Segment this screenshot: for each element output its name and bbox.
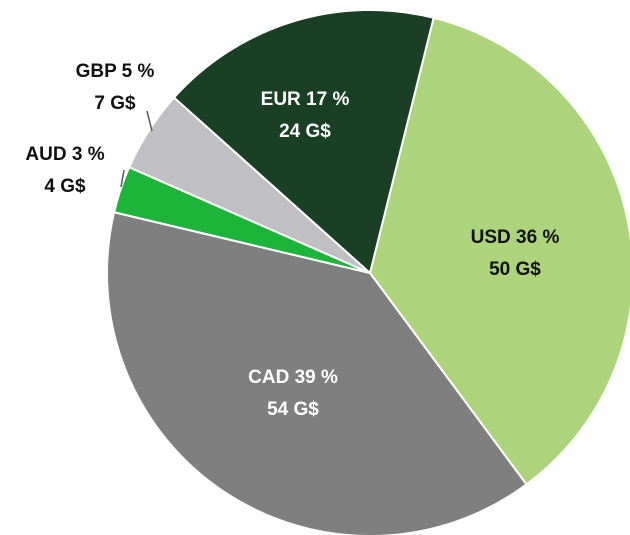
slice-value-label: 54 G$ bbox=[267, 399, 319, 420]
slice-value-label: 7 G$ bbox=[94, 93, 136, 114]
slice-label: CAD 39 % bbox=[248, 367, 338, 388]
slice-label: AUD 3 % bbox=[25, 144, 104, 165]
slice-label: EUR 17 % bbox=[261, 89, 350, 110]
leader-line bbox=[120, 169, 125, 188]
pie-slice bbox=[172, 9, 435, 275]
slice-label: GBP 5 % bbox=[76, 61, 155, 82]
slice-label: USD 36 % bbox=[471, 227, 560, 248]
pie-slice bbox=[368, 16, 630, 486]
slice-value-label: 50 G$ bbox=[489, 259, 541, 280]
pie-slice bbox=[106, 211, 528, 535]
leader-line bbox=[146, 110, 153, 132]
slice-value-label: 4 G$ bbox=[44, 176, 86, 197]
slice-value-label: 24 G$ bbox=[279, 121, 331, 142]
